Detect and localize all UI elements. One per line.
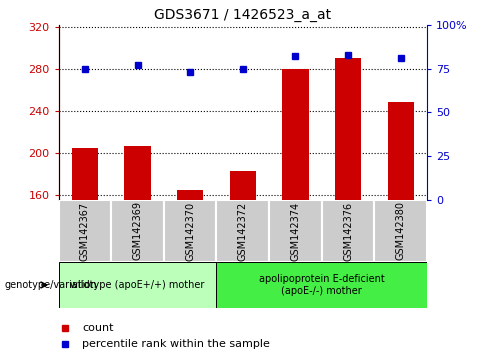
- Title: GDS3671 / 1426523_a_at: GDS3671 / 1426523_a_at: [154, 8, 331, 22]
- Bar: [387, 102, 414, 200]
- Bar: [230, 171, 256, 200]
- Bar: [72, 148, 98, 200]
- Text: GSM142380: GSM142380: [396, 201, 406, 261]
- Bar: [164, 200, 217, 262]
- Text: GSM142367: GSM142367: [80, 201, 90, 261]
- Text: GSM142370: GSM142370: [185, 201, 195, 261]
- Text: wildtype (apoE+/+) mother: wildtype (apoE+/+) mother: [70, 280, 204, 290]
- Text: GSM142369: GSM142369: [133, 201, 142, 261]
- Bar: [374, 200, 427, 262]
- Text: genotype/variation: genotype/variation: [5, 280, 98, 290]
- Bar: [111, 200, 164, 262]
- Bar: [322, 200, 374, 262]
- Text: GSM142376: GSM142376: [343, 201, 353, 261]
- Bar: [282, 69, 308, 200]
- Text: GSM142372: GSM142372: [238, 201, 248, 261]
- Bar: [217, 200, 269, 262]
- Bar: [124, 147, 151, 200]
- Bar: [217, 262, 427, 308]
- Text: GSM142374: GSM142374: [290, 201, 301, 261]
- Text: count: count: [82, 322, 114, 332]
- Bar: [177, 189, 203, 200]
- Bar: [269, 200, 322, 262]
- Bar: [59, 262, 217, 308]
- Text: apolipoprotein E-deficient
(apoE-/-) mother: apolipoprotein E-deficient (apoE-/-) mot…: [259, 274, 385, 296]
- Text: percentile rank within the sample: percentile rank within the sample: [82, 339, 270, 349]
- Bar: [59, 200, 111, 262]
- Bar: [335, 58, 361, 200]
